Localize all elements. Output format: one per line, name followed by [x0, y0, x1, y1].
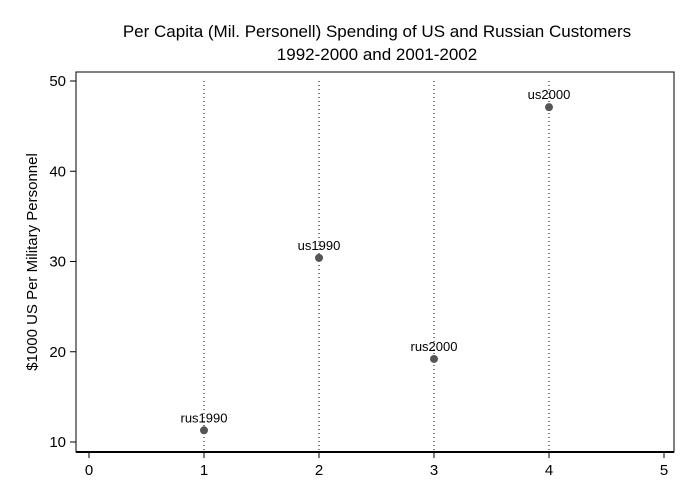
y-axis: 10 20 30 40 50 — [49, 72, 77, 452]
x-tick-label-2: 2 — [315, 462, 323, 479]
chart-title-line-2: 1992-2000 and 2001-2002 — [277, 45, 477, 64]
x-tick-label-5: 5 — [660, 462, 668, 479]
y-tick-label-0: 10 — [49, 434, 66, 451]
y-tick-label-3: 40 — [49, 163, 66, 180]
x-tick-label-0: 0 — [85, 462, 93, 479]
y-tick-label-1: 20 — [49, 344, 66, 361]
data-points: rus1990 us1990 rus2000 us2000 — [181, 87, 571, 435]
x-tick-label-3: 3 — [430, 462, 438, 479]
data-point-rus2000 — [430, 354, 438, 363]
x-axis: 0 1 2 3 4 5 — [76, 451, 674, 479]
y-tick-label-2: 30 — [49, 254, 66, 271]
y-tick-label-4: 50 — [49, 73, 66, 90]
x-tick-label-4: 4 — [545, 462, 553, 479]
data-point-label-us1990: us1990 — [298, 238, 341, 253]
x-tick-label-1: 1 — [200, 462, 208, 479]
data-point-us1990 — [315, 253, 323, 262]
chart-title-line-1: Per Capita (Mil. Personell) Spending of … — [123, 22, 631, 41]
data-point-us2000 — [545, 103, 553, 112]
data-point-label-rus2000: rus2000 — [411, 339, 458, 354]
y-axis-label: $1000 US Per Military Personnel — [24, 153, 41, 371]
data-point-rus1990 — [200, 426, 208, 435]
data-point-label-rus1990: rus1990 — [181, 410, 228, 425]
data-point-label-us2000: us2000 — [528, 87, 571, 102]
